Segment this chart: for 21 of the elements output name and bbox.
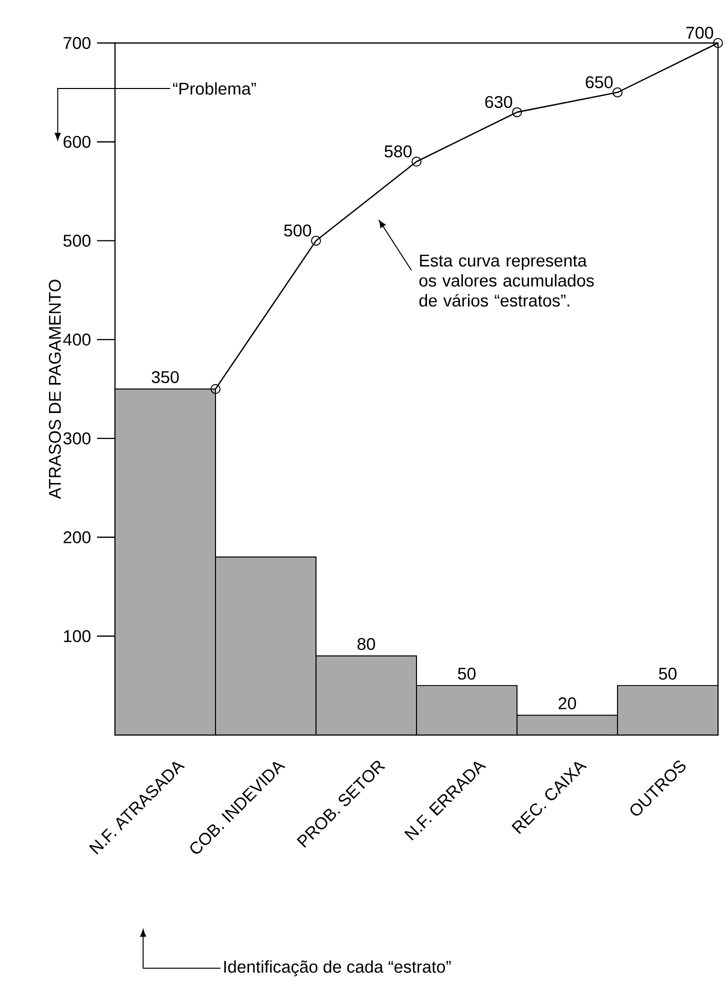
y-tick-label: 100 bbox=[64, 630, 90, 642]
data-label: 650 bbox=[586, 76, 613, 88]
data-label: 350 bbox=[152, 371, 179, 384]
y-tick-label: 400 bbox=[63, 334, 90, 346]
data-label: 700 bbox=[686, 26, 714, 39]
y-axis-title: ATRASOS DE PAGAMENTO bbox=[48, 280, 61, 500]
y-tick-label: 700 bbox=[64, 36, 90, 50]
data-label: 80 bbox=[358, 638, 376, 650]
data-label: 50 bbox=[658, 668, 677, 680]
annotation: Esta curva representa os valores acumulados de vários “estratos”. bbox=[419, 254, 594, 307]
y-tick-label: 600 bbox=[64, 136, 90, 148]
text: Identificação de cada “estrato” bbox=[224, 960, 451, 976]
y-tick-label: 300 bbox=[63, 432, 90, 444]
y-tick-label: 500 bbox=[63, 234, 90, 247]
data-label: 580 bbox=[384, 145, 412, 158]
data-label: 500 bbox=[284, 224, 312, 237]
annotation: “Problema” bbox=[173, 82, 256, 95]
data-label: 20 bbox=[558, 697, 576, 710]
data-label: 50 bbox=[458, 668, 476, 680]
data-label: 630 bbox=[485, 96, 512, 108]
y-tick-label: 200 bbox=[64, 531, 90, 544]
